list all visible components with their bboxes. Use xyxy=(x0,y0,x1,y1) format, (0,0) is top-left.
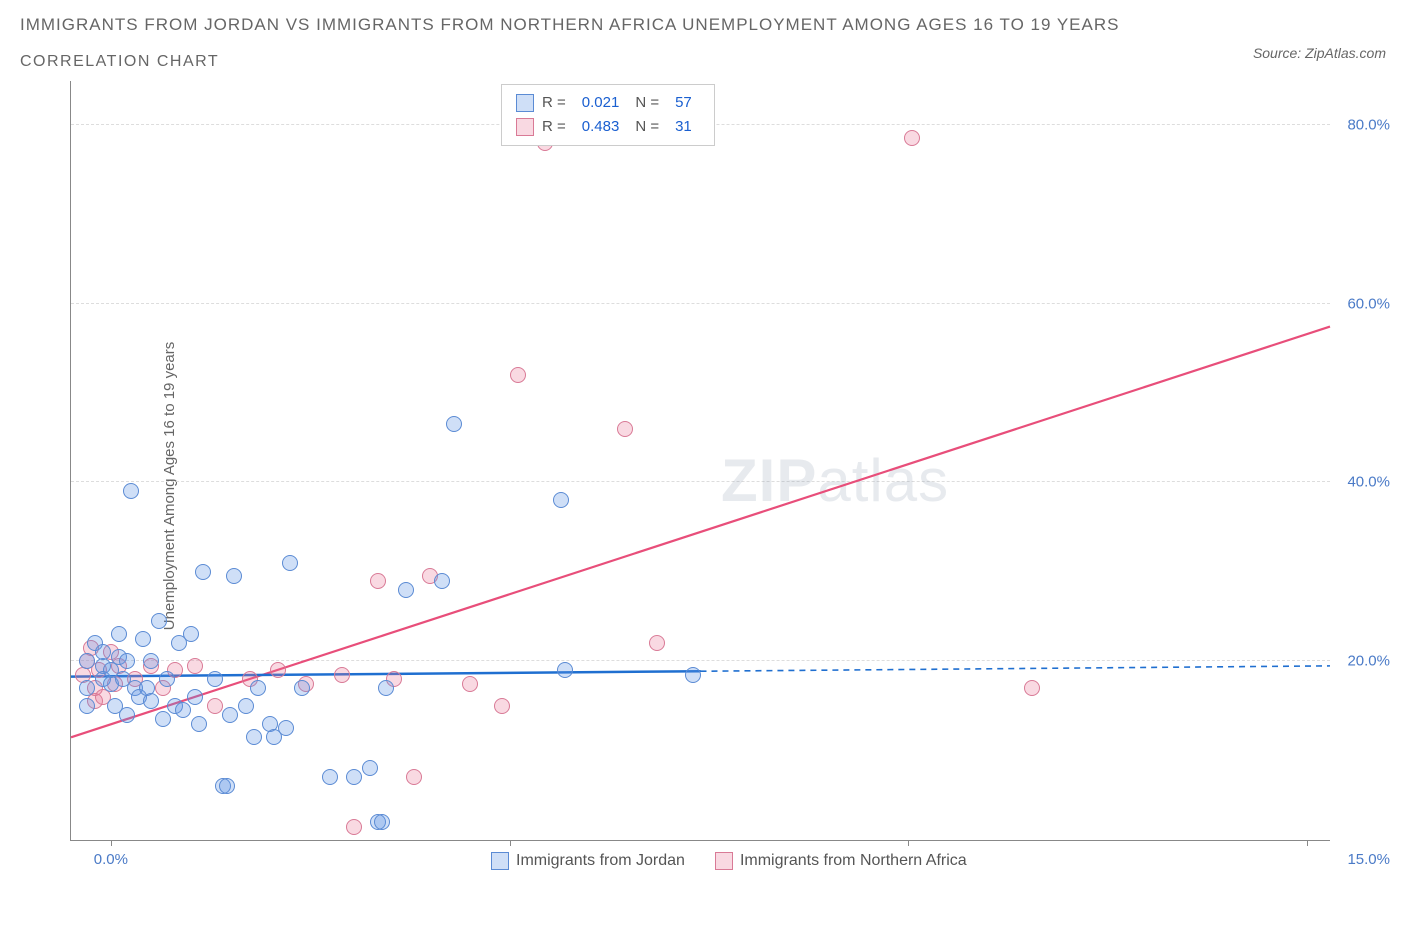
stats-legend: R = 0.021 N = 57 R = 0.483 N = 31 xyxy=(501,84,715,146)
series-legend: Immigrants from Jordan Immigrants from No… xyxy=(491,852,967,870)
x-tick-label: 15.0% xyxy=(1262,851,1390,868)
stat-r-label: R = xyxy=(542,91,566,115)
data-point-series-a xyxy=(346,769,362,785)
y-tick-label: 60.0% xyxy=(1347,295,1390,312)
data-point-series-a xyxy=(250,680,266,696)
chart-subtitle: CORRELATION CHART xyxy=(20,53,1119,71)
data-point-series-a xyxy=(187,689,203,705)
chart-container: Unemployment Among Ages 16 to 19 years 2… xyxy=(10,81,1386,891)
source-prefix: Source: xyxy=(1253,45,1305,61)
data-point-series-b xyxy=(207,698,223,714)
data-point-series-a xyxy=(685,667,701,683)
stat-n-value: 31 xyxy=(675,115,692,139)
data-point-series-b xyxy=(270,662,286,678)
data-point-series-a xyxy=(195,564,211,580)
chart-title: IMMIGRANTS FROM JORDAN VS IMMIGRANTS FRO… xyxy=(20,15,1119,35)
data-point-series-a xyxy=(143,653,159,669)
data-point-series-b xyxy=(494,698,510,714)
data-point-series-a xyxy=(226,568,242,584)
data-point-series-b xyxy=(649,635,665,651)
data-point-series-b xyxy=(510,367,526,383)
data-point-series-a xyxy=(159,671,175,687)
x-tick-label: 0.0% xyxy=(94,851,128,868)
data-point-series-a xyxy=(183,626,199,642)
source-attribution: Source: ZipAtlas.com xyxy=(1253,45,1386,61)
legend-label-b: Immigrants from Northern Africa xyxy=(740,852,967,870)
data-point-series-a xyxy=(398,582,414,598)
legend-label-a: Immigrants from Jordan xyxy=(516,852,685,870)
data-point-series-a xyxy=(557,662,573,678)
data-point-series-b xyxy=(187,658,203,674)
data-point-series-a xyxy=(219,778,235,794)
data-point-series-a xyxy=(434,573,450,589)
data-point-series-a xyxy=(282,555,298,571)
data-point-series-a xyxy=(135,631,151,647)
data-point-series-b xyxy=(904,130,920,146)
data-point-series-a xyxy=(143,693,159,709)
x-tick xyxy=(1307,840,1308,846)
legend-swatch xyxy=(715,852,733,870)
data-point-series-a xyxy=(374,814,390,830)
y-tick-label: 40.0% xyxy=(1347,474,1390,491)
data-point-series-a xyxy=(155,711,171,727)
data-point-series-a xyxy=(175,702,191,718)
data-point-series-a xyxy=(79,680,95,696)
data-point-series-a xyxy=(151,613,167,629)
stat-r-value: 0.483 xyxy=(582,115,620,139)
data-point-series-a xyxy=(246,729,262,745)
legend-swatch xyxy=(491,852,509,870)
data-point-series-b xyxy=(462,676,478,692)
data-point-series-b xyxy=(617,421,633,437)
data-point-series-a xyxy=(322,769,338,785)
data-point-series-a xyxy=(378,680,394,696)
stat-r-label: R = xyxy=(542,115,566,139)
y-tick-label: 20.0% xyxy=(1347,653,1390,670)
data-point-series-a xyxy=(79,653,95,669)
data-point-series-a xyxy=(553,492,569,508)
data-point-series-b xyxy=(370,573,386,589)
data-point-series-b xyxy=(334,667,350,683)
stat-r-value: 0.021 xyxy=(582,91,620,115)
data-point-series-a xyxy=(95,644,111,660)
data-point-series-a xyxy=(222,707,238,723)
data-point-series-a xyxy=(123,483,139,499)
legend-swatch xyxy=(516,118,534,136)
data-point-series-a xyxy=(238,698,254,714)
data-point-series-a xyxy=(278,720,294,736)
x-tick xyxy=(908,840,909,846)
data-point-series-a xyxy=(191,716,207,732)
y-tick-label: 80.0% xyxy=(1347,116,1390,133)
data-point-series-a xyxy=(111,626,127,642)
data-point-series-a xyxy=(119,707,135,723)
stat-n-label: N = xyxy=(635,115,659,139)
stat-n-value: 57 xyxy=(675,91,692,115)
data-point-series-b xyxy=(406,769,422,785)
data-point-series-a xyxy=(207,671,223,687)
trend-lines xyxy=(71,81,1330,840)
data-point-series-b xyxy=(346,819,362,835)
data-point-series-a xyxy=(294,680,310,696)
x-tick xyxy=(111,840,112,846)
legend-swatch xyxy=(516,94,534,112)
data-point-series-a xyxy=(446,416,462,432)
data-point-series-b xyxy=(1024,680,1040,696)
data-point-series-a xyxy=(79,698,95,714)
x-tick xyxy=(510,840,511,846)
stat-n-label: N = xyxy=(635,91,659,115)
plot-area: 20.0%40.0%60.0%80.0%0.0%15.0%ZIPatlasR =… xyxy=(70,81,1330,841)
data-point-series-a xyxy=(362,760,378,776)
data-point-series-a xyxy=(119,653,135,669)
source-name: ZipAtlas.com xyxy=(1305,45,1386,61)
